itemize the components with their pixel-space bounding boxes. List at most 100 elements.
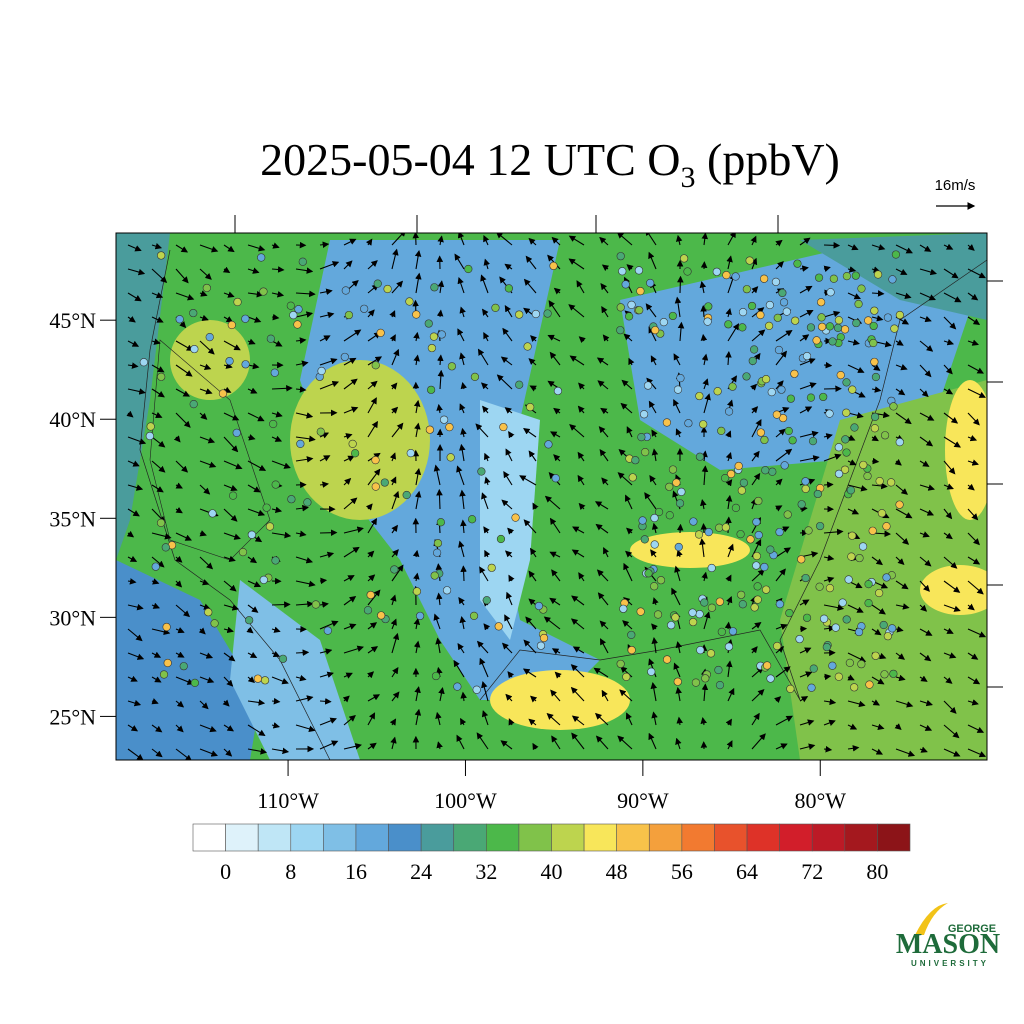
station bbox=[777, 385, 786, 394]
wind-arrow bbox=[847, 745, 860, 752]
station bbox=[424, 319, 433, 328]
wind-arrow bbox=[895, 580, 909, 590]
station bbox=[431, 671, 441, 681]
wind-arrow bbox=[458, 540, 465, 558]
wind-arrow bbox=[551, 569, 561, 582]
wind-arrow bbox=[367, 397, 377, 414]
wind-arrow bbox=[459, 616, 466, 630]
station bbox=[842, 272, 851, 281]
wind-arrow bbox=[367, 380, 378, 390]
station bbox=[549, 261, 558, 271]
station bbox=[801, 477, 810, 486]
wind-arrow bbox=[967, 483, 975, 491]
wind-arrow bbox=[319, 358, 338, 366]
wind-arrow bbox=[367, 260, 378, 270]
station bbox=[717, 426, 726, 436]
wind-arrow bbox=[223, 460, 243, 470]
wind-arrow bbox=[600, 407, 609, 415]
wind-arrow bbox=[413, 399, 421, 414]
station bbox=[713, 387, 722, 396]
wind-arrow bbox=[126, 530, 135, 538]
wind-arrow bbox=[919, 746, 928, 753]
wind-arrow bbox=[967, 244, 975, 251]
wind-arrow bbox=[127, 316, 136, 323]
wind-arrow bbox=[480, 274, 489, 294]
wind-arrow bbox=[528, 598, 537, 606]
field-high bbox=[630, 532, 750, 568]
wind-arrow bbox=[247, 604, 259, 613]
wind-arrow bbox=[644, 492, 657, 510]
station bbox=[619, 604, 628, 613]
station bbox=[373, 279, 382, 288]
station bbox=[721, 523, 730, 532]
wind-arrow bbox=[453, 659, 465, 678]
station bbox=[773, 313, 782, 322]
wind-arrow bbox=[319, 311, 335, 319]
wind-arrow bbox=[483, 332, 490, 342]
wind-arrow bbox=[295, 556, 314, 564]
station bbox=[764, 321, 774, 330]
lat-label: 45°N bbox=[49, 308, 96, 333]
wind-arrow bbox=[319, 261, 340, 270]
station bbox=[515, 380, 524, 389]
wind-arrow bbox=[967, 556, 981, 565]
wind-arrow bbox=[223, 362, 233, 369]
station bbox=[838, 598, 847, 607]
wind-arrow bbox=[459, 306, 466, 318]
wind-arrow bbox=[871, 723, 885, 731]
station bbox=[717, 627, 726, 637]
wind-arrow bbox=[414, 249, 422, 270]
wind-arrow bbox=[127, 748, 144, 760]
station bbox=[190, 344, 199, 354]
station bbox=[700, 598, 709, 607]
station bbox=[477, 467, 486, 476]
station bbox=[746, 535, 755, 544]
wind-arrow bbox=[895, 292, 912, 300]
wind-arrow bbox=[895, 244, 913, 254]
station bbox=[766, 545, 775, 554]
wind-arrow bbox=[751, 622, 762, 630]
wind-arrow bbox=[619, 689, 633, 702]
station bbox=[662, 418, 672, 427]
wind-arrow bbox=[967, 339, 979, 346]
station bbox=[445, 423, 454, 432]
wind-arrow bbox=[127, 268, 146, 276]
wind-arrow bbox=[175, 700, 185, 708]
station bbox=[415, 611, 425, 621]
wind-arrow bbox=[523, 427, 537, 438]
wind-arrow bbox=[577, 405, 585, 414]
wind-arrow bbox=[919, 675, 928, 682]
wind-arrow bbox=[799, 671, 813, 678]
wind-arrow bbox=[151, 651, 162, 658]
wind-arrow bbox=[271, 460, 291, 469]
wind-arrow bbox=[127, 578, 137, 585]
station bbox=[812, 336, 821, 345]
wind-arrow bbox=[199, 748, 218, 757]
wind-arrow bbox=[751, 733, 766, 750]
wind-arrow bbox=[675, 428, 682, 438]
wind-arrow bbox=[199, 652, 214, 659]
wind-arrow bbox=[199, 724, 217, 733]
station bbox=[809, 664, 818, 673]
map-field bbox=[116, 233, 987, 760]
wind-arrow bbox=[367, 646, 379, 654]
wind-arrow bbox=[367, 694, 381, 702]
wind-arrow bbox=[456, 734, 465, 750]
colorbar-label: 72 bbox=[801, 859, 823, 884]
station bbox=[738, 323, 747, 332]
wind-arrow bbox=[648, 400, 657, 414]
station bbox=[627, 645, 636, 655]
station bbox=[344, 310, 354, 320]
wind-arrow bbox=[523, 278, 537, 294]
station bbox=[782, 307, 791, 316]
station bbox=[293, 320, 302, 329]
wind-arrow bbox=[127, 628, 143, 642]
wind-arrow bbox=[477, 348, 489, 366]
colorbar-label: 24 bbox=[410, 859, 432, 884]
wind-arrow bbox=[151, 243, 163, 250]
wind-arrow bbox=[701, 465, 709, 486]
wind-arrow bbox=[460, 565, 467, 582]
station bbox=[720, 474, 730, 483]
wind-arrow bbox=[595, 735, 609, 750]
colorbar-box bbox=[257, 823, 292, 852]
